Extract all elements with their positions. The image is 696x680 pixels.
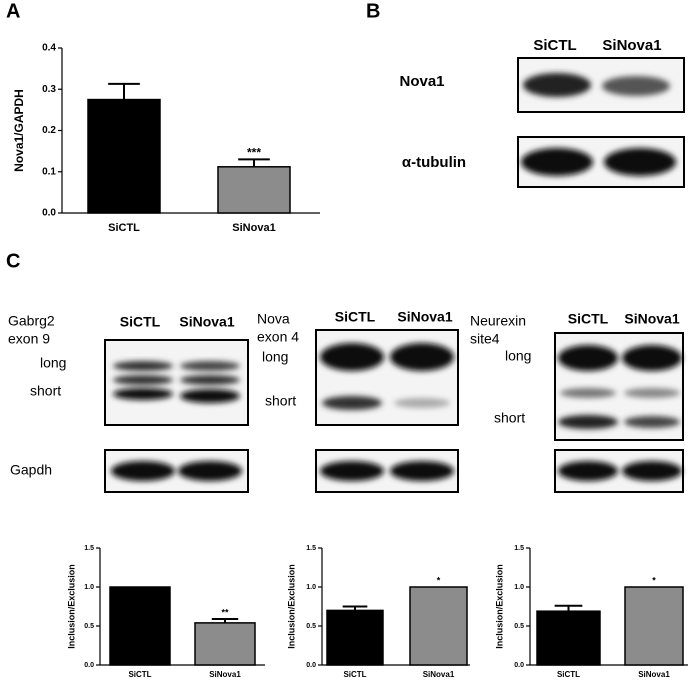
y-tick-label: 0.0: [42, 208, 56, 219]
x-tick-label: SiNova1: [209, 670, 241, 679]
y-tick-label: 0.5: [306, 623, 316, 630]
column-label: SiNova1: [397, 309, 452, 325]
y-tick-label: 1.5: [514, 545, 524, 552]
significance: ***: [247, 146, 261, 160]
bar: [536, 610, 601, 666]
gel-title: site4: [470, 331, 500, 347]
loading-label: Gapdh: [10, 462, 52, 478]
y-tick-label: 0.1: [42, 166, 56, 177]
panel-label: B: [366, 0, 380, 22]
y-tick-label: 1.0: [306, 584, 316, 591]
bar: [409, 586, 468, 666]
y-tick-label: 1.0: [514, 584, 524, 591]
row-label: α-tubulin: [402, 154, 466, 171]
y-tick-label: 0.3: [42, 84, 56, 95]
significance: **: [221, 607, 229, 617]
y-axis-label: Nova1/GAPDH: [12, 89, 26, 172]
band-label: long: [40, 355, 66, 371]
column-label: SiCTL: [568, 311, 609, 327]
x-tick-label: SiNova1: [232, 222, 275, 234]
x-tick-label: SiCTL: [343, 670, 366, 679]
x-tick-label: SiCTL: [128, 670, 151, 679]
x-tick-label: SiNova1: [423, 670, 455, 679]
y-tick-label: 0.2: [42, 125, 56, 136]
y-tick-label: 0.5: [84, 623, 94, 630]
column-label: SiCTL: [533, 37, 576, 54]
bar: [624, 586, 684, 666]
band-label: short: [30, 383, 61, 399]
gel-title: Nova: [257, 311, 290, 327]
panel-label: C: [6, 250, 20, 272]
gel-images: [104, 329, 684, 493]
band-label: long: [505, 348, 531, 364]
x-tick-label: SiNova1: [638, 670, 670, 679]
band-label: short: [494, 410, 525, 426]
significance: *: [437, 575, 441, 585]
column-label: SiCTL: [120, 314, 161, 330]
y-axis-label: Inclusion/Exclusion: [286, 564, 296, 649]
y-tick-label: 1.5: [306, 545, 316, 552]
y-tick-label: 1.5: [84, 545, 94, 552]
bar: [217, 166, 291, 214]
blot-image: [517, 57, 685, 188]
column-label: SiNova1: [624, 311, 679, 327]
y-tick-label: 1.0: [84, 584, 94, 591]
x-tick-label: SiCTL: [557, 670, 580, 679]
gel-title: exon 4: [257, 329, 299, 345]
y-tick-label: 0.0: [84, 662, 94, 669]
y-tick-label: 0.4: [42, 43, 56, 54]
panel-label: A: [6, 0, 20, 22]
x-tick-label: SiCTL: [108, 222, 140, 234]
band-label: long: [262, 349, 288, 365]
y-axis-label: Inclusion/Exclusion: [494, 564, 504, 649]
significance: *: [652, 575, 656, 585]
row-label: Nova1: [399, 73, 444, 90]
column-label: SiCTL: [335, 309, 376, 325]
bar: [87, 98, 161, 214]
bar: [109, 586, 171, 666]
bar: [326, 609, 384, 666]
y-axis-label: Inclusion/Exclusion: [66, 564, 76, 649]
gel-title: exon 9: [8, 331, 50, 347]
column-label: SiNova1: [602, 37, 661, 54]
bar: [194, 622, 256, 666]
y-tick-label: 0.5: [514, 623, 524, 630]
gel-title: Neurexin: [470, 313, 526, 329]
band-label: short: [265, 393, 296, 409]
column-label: SiNova1: [179, 314, 234, 330]
y-tick-label: 0.0: [514, 662, 524, 669]
y-tick-label: 0.0: [306, 662, 316, 669]
gel-title: Gabrg2: [8, 313, 55, 329]
